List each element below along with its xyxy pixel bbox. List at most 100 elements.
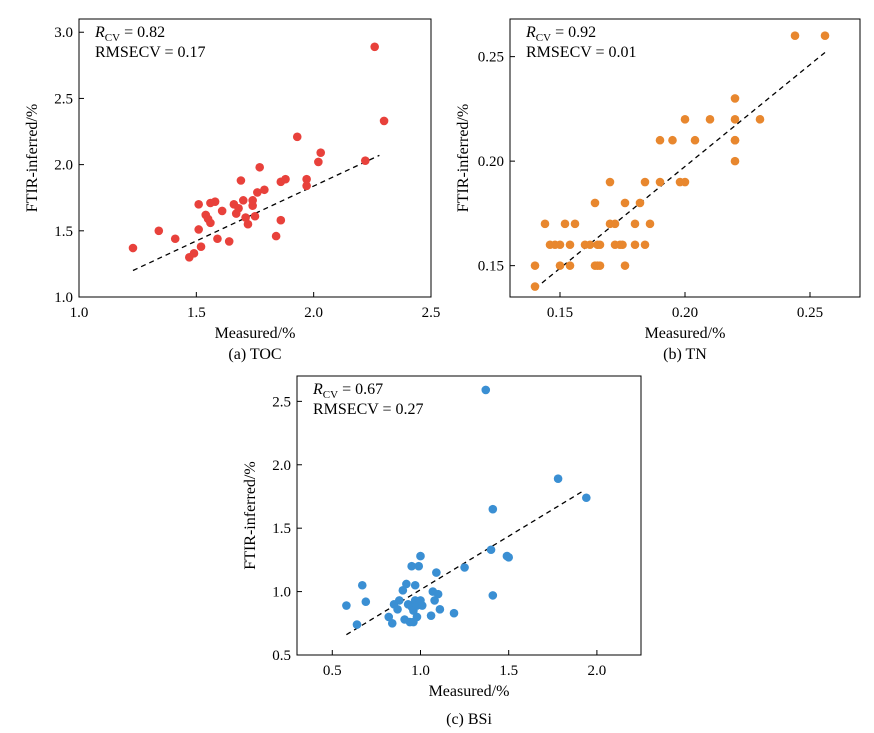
r-cv-annotation: RCV = 0.82	[94, 24, 165, 44]
data-point	[433, 589, 443, 599]
data-point	[395, 596, 404, 605]
data-point	[486, 545, 496, 555]
y-tick-label: 0.25	[478, 50, 504, 66]
plot-frame	[296, 375, 642, 656]
data-point	[540, 219, 550, 229]
data-point	[217, 206, 227, 216]
data-point	[481, 385, 491, 395]
data-point	[730, 94, 740, 103]
data-point	[360, 156, 370, 165]
data-point	[504, 553, 513, 562]
rmsecv-annotation: RMSECV = 0.27	[313, 401, 424, 418]
x-axis-label: Measured/%	[215, 325, 296, 342]
data-point	[555, 261, 565, 270]
x-tick-label: 1.0	[411, 663, 430, 679]
x-tick-label: 0.25	[797, 305, 823, 321]
data-point	[260, 185, 269, 195]
data-point	[488, 591, 498, 600]
data-point	[430, 596, 439, 605]
data-point	[234, 204, 243, 213]
data-point	[565, 240, 575, 250]
data-point	[236, 176, 246, 185]
data-point	[407, 561, 416, 571]
data-point	[402, 579, 411, 589]
panel-caption: (c) BSi	[446, 711, 492, 728]
panel-3: 0.5 1.0 1.5 2.0 0.5 1.0 1.5 2.0 2.5 Measured/% FTI…	[242, 375, 642, 728]
r-value: = 0.82	[120, 24, 165, 41]
data-point	[530, 261, 540, 270]
data-point	[426, 611, 436, 620]
data-point	[755, 115, 765, 124]
x-tick-label: 0.20	[672, 305, 698, 321]
data-point	[449, 608, 459, 618]
y-axis-label: FTIR-inferred/%	[24, 104, 41, 212]
y-tick-label: 1.0	[272, 585, 291, 601]
data-point	[412, 612, 422, 622]
panel-2: 0.15 0.20 0.25 0.15 0.20 0.25 Measured/% FTIR-i…	[455, 18, 861, 363]
rmsecv-annotation: RMSECV = 0.17	[95, 44, 206, 61]
data-point	[398, 586, 408, 595]
data-point	[730, 156, 740, 166]
data-point	[635, 198, 645, 208]
data-point	[357, 580, 367, 590]
data-point	[655, 177, 665, 187]
data-point	[276, 215, 286, 225]
data-point	[302, 181, 311, 191]
r-cv-annotation: RCV = 0.92	[525, 24, 596, 44]
data-point	[620, 198, 630, 208]
x-tick-label: 2.5	[422, 305, 441, 321]
data-point	[384, 612, 394, 622]
panel-1: 1.0 1.5 2.0 2.5 1.0 1.5 2.0 2.5 3.0 Measured/% FTI…	[24, 18, 441, 363]
data-point	[565, 261, 575, 270]
data-point	[618, 240, 627, 250]
data-point	[370, 42, 379, 52]
data-point	[379, 116, 389, 126]
data-point	[585, 240, 595, 250]
data-point	[610, 219, 620, 229]
x-tick-label: 1.0	[70, 305, 89, 321]
data-point	[271, 231, 281, 241]
data-point	[690, 135, 700, 145]
y-tick-label: 0.5	[272, 648, 291, 664]
data-point	[590, 198, 600, 208]
data-point	[640, 177, 650, 187]
data-point	[730, 115, 740, 124]
data-point	[570, 219, 580, 229]
data-point	[630, 240, 640, 250]
data-point	[154, 226, 164, 236]
data-point	[128, 243, 138, 253]
data-point	[820, 31, 830, 41]
y-tick-label: 1.5	[272, 521, 291, 537]
data-point	[189, 249, 199, 258]
data-point	[316, 148, 326, 158]
data-point	[582, 493, 591, 503]
data-point	[210, 197, 220, 206]
y-axis-label: FTIR-inferred/%	[455, 104, 472, 212]
x-tick-label: 1.5	[499, 663, 518, 679]
data-point	[680, 177, 690, 187]
data-point	[417, 601, 427, 610]
data-point	[250, 211, 260, 221]
y-tick-label: 2.5	[272, 394, 291, 410]
data-point	[460, 563, 469, 572]
y-tick-label: 0.15	[478, 259, 504, 275]
data-point	[560, 219, 570, 229]
data-point	[680, 115, 690, 124]
r-value: = 0.92	[551, 24, 596, 41]
data-point	[194, 200, 203, 209]
data-point	[302, 174, 311, 184]
r-subscript: CV	[105, 32, 120, 44]
r-symbol: R	[525, 24, 536, 41]
data-point	[393, 605, 402, 614]
data-point	[213, 234, 222, 244]
y-tick-label: 0.20	[478, 154, 504, 170]
data-point	[668, 135, 677, 145]
x-axis-label: Measured/%	[645, 325, 726, 342]
x-tick-label: 0.15	[547, 305, 573, 321]
y-tick-label: 1.5	[54, 224, 73, 240]
data-point	[387, 618, 397, 628]
x-axis-label: Measured/%	[429, 683, 510, 700]
y-tick-label: 2.5	[54, 91, 73, 107]
data-point	[361, 597, 371, 607]
